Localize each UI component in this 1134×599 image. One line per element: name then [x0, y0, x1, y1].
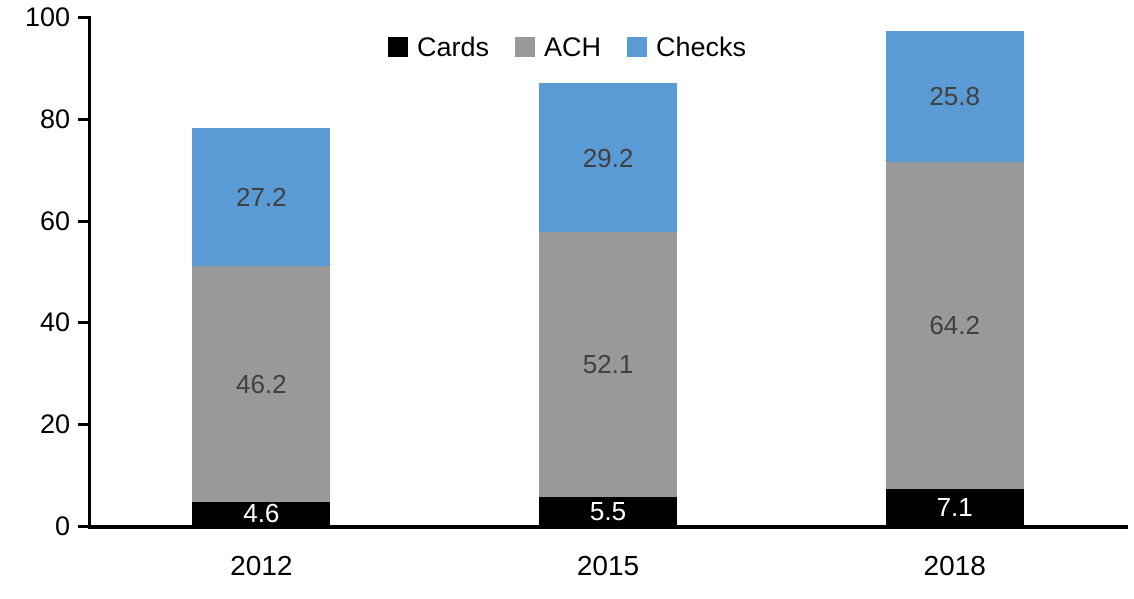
bar-value-label: 27.2: [236, 182, 287, 213]
y-axis-tick-label: 80: [39, 103, 70, 134]
bar-value-label: 52.1: [582, 349, 634, 380]
bar-segment-2015-checks: 29.2: [539, 83, 677, 232]
bar-segment-2018-checks: 25.8: [885, 30, 1024, 163]
y-axis-line: [88, 16, 91, 528]
bar-value-label: 5.5: [589, 495, 627, 526]
bar-segment-2015-cards: 5.5: [539, 497, 677, 525]
legend-swatch-ach: [514, 37, 535, 57]
bar-value-label: 64.2: [929, 310, 980, 341]
y-axis-tick: [78, 16, 88, 19]
bar-segment-2018-ach: 64.2: [885, 162, 1024, 489]
legend-item-cards: Cards: [387, 32, 489, 62]
y-axis-tick: [78, 321, 88, 325]
legend-swatch-checks: [627, 37, 647, 57]
y-axis-tick: [78, 525, 88, 528]
y-axis-tick-label: 0: [54, 511, 70, 541]
bar-value-label: 7.1: [936, 491, 973, 522]
chart-legend: Cards ACH Checks: [0, 33, 1134, 61]
bar-value-label: 25.8: [929, 81, 980, 112]
y-axis-tick: [78, 423, 88, 427]
legend-swatch-cards: [387, 37, 408, 57]
legend-label: Checks: [656, 32, 747, 62]
legend-item-ach: ACH: [514, 32, 601, 62]
bar-segment-2012-ach: 46.2: [192, 266, 331, 502]
y-axis-tick-label: 100: [24, 2, 70, 32]
legend-label: ACH: [543, 32, 601, 62]
bar-value-label: 46.2: [236, 369, 287, 399]
y-axis-tick: [78, 117, 88, 121]
bar-value-label: 4.6: [243, 498, 280, 529]
bar-value-label: 29.2: [582, 142, 634, 173]
y-axis-tick-label: 60: [39, 205, 70, 236]
legend-item-checks: Checks: [627, 33, 746, 61]
bar-segment-2012-cards: 4.6: [192, 498, 331, 529]
y-axis-tick-label: 40: [39, 307, 70, 338]
x-axis-line: [88, 525, 1128, 529]
x-axis-category-label: 2018: [923, 550, 986, 581]
bar-segment-2015-ach: 52.1: [539, 231, 677, 497]
x-axis-category-label: 2012: [230, 550, 293, 581]
bar-segment-2012-checks: 27.2: [192, 127, 331, 267]
bar-segment-2018-cards: 7.1: [885, 488, 1024, 525]
y-axis-tick-label: 20: [39, 409, 70, 440]
y-axis-tick: [78, 219, 88, 223]
legend-label: Cards: [416, 32, 489, 62]
x-axis-category-label: 2015: [576, 550, 640, 581]
